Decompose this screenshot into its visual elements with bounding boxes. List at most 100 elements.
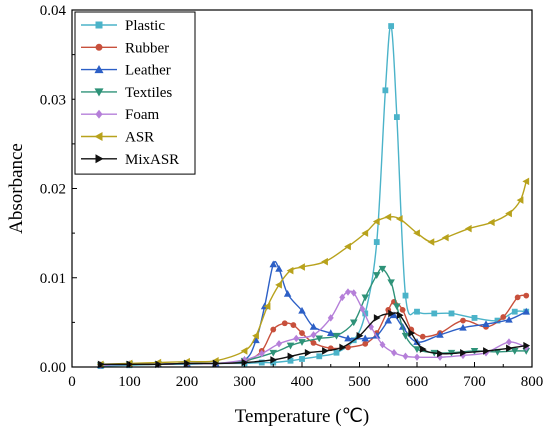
data-point xyxy=(299,356,305,362)
legend-item-asr: ASR xyxy=(81,130,154,146)
data-point xyxy=(373,314,381,322)
data-point xyxy=(399,306,406,313)
x-tick-label: 400 xyxy=(291,374,314,390)
legend-label: MixASR xyxy=(125,152,179,168)
data-point xyxy=(258,349,265,358)
data-point xyxy=(395,215,403,223)
data-point xyxy=(293,334,300,343)
y-axis-title: Absorbance xyxy=(6,143,27,234)
legend-swatch-marker xyxy=(95,21,103,29)
data-point xyxy=(332,332,341,340)
legend-label: Leather xyxy=(125,63,171,79)
data-point xyxy=(514,294,521,301)
data-point xyxy=(286,342,295,350)
data-point xyxy=(506,338,512,346)
data-point xyxy=(286,266,294,275)
data-point xyxy=(382,87,389,94)
data-point xyxy=(361,294,370,302)
data-point xyxy=(378,265,387,273)
data-point xyxy=(344,334,352,342)
x-tick-label: 800 xyxy=(521,374,544,390)
data-point xyxy=(361,229,369,237)
data-point xyxy=(275,264,283,272)
ticks-layer: 0 100 200 300 400 500 600 700 800 0.00 0.01 0.02 0.0… xyxy=(40,3,544,390)
data-point xyxy=(269,260,278,268)
data-point xyxy=(460,348,467,357)
x-tick-label: 500 xyxy=(348,374,371,390)
data-point xyxy=(321,257,328,266)
data-point xyxy=(448,310,455,317)
y-tick-label: 0.03 xyxy=(40,92,66,108)
data-point xyxy=(379,340,386,349)
y-tick-label: 0.02 xyxy=(40,182,66,198)
data-point xyxy=(310,340,317,346)
data-point xyxy=(387,279,395,287)
data-point xyxy=(362,340,369,347)
data-point xyxy=(327,314,334,322)
data-point xyxy=(316,353,323,360)
y-tick-label: 0.01 xyxy=(40,271,66,287)
legend-label: Foam xyxy=(125,107,160,123)
data-point xyxy=(393,114,400,120)
data-point xyxy=(276,340,282,348)
data-point xyxy=(401,332,410,340)
data-point xyxy=(240,347,248,355)
data-point xyxy=(506,344,513,353)
data-point xyxy=(361,334,370,342)
data-point xyxy=(270,356,278,364)
data-point xyxy=(263,302,271,311)
data-point xyxy=(388,309,395,318)
data-point xyxy=(290,322,297,328)
x-tick-label: 600 xyxy=(406,374,429,390)
data-point xyxy=(523,341,531,350)
legend-box xyxy=(74,11,196,175)
data-point xyxy=(522,307,531,315)
series-mixasr xyxy=(97,309,531,369)
series-asr xyxy=(96,177,530,369)
data-point xyxy=(372,217,380,226)
legend-label: Plastic xyxy=(125,18,165,34)
data-point xyxy=(511,308,518,315)
data-point xyxy=(500,314,507,320)
legend-item-mixasr: MixASR xyxy=(81,152,179,168)
data-point xyxy=(408,329,416,337)
data-point xyxy=(413,346,421,354)
data-point xyxy=(522,177,530,186)
data-point xyxy=(419,333,426,340)
data-point xyxy=(505,315,513,323)
data-point xyxy=(298,306,306,314)
x-tick-label: 0 xyxy=(68,374,76,390)
data-point xyxy=(413,229,420,237)
legend-item-plastic: Plastic xyxy=(81,18,165,34)
data-point xyxy=(339,293,346,302)
data-point xyxy=(339,343,347,352)
data-point xyxy=(487,218,495,227)
data-point xyxy=(269,349,278,357)
data-point xyxy=(402,352,409,361)
data-point xyxy=(345,288,351,296)
y-tick-label: 0.00 xyxy=(40,360,66,376)
data-point xyxy=(483,347,490,355)
legend-item-foam: Foam xyxy=(81,107,160,123)
x-tick-label: 200 xyxy=(176,374,199,390)
data-point xyxy=(372,272,381,279)
data-point xyxy=(315,335,324,343)
x-tick-label: 100 xyxy=(118,374,141,390)
legend-label: ASR xyxy=(125,130,154,146)
data-point xyxy=(283,289,292,297)
legend-swatch-marker xyxy=(95,154,104,164)
data-point xyxy=(431,310,438,317)
data-point xyxy=(258,359,265,366)
data-point xyxy=(275,281,282,289)
data-point xyxy=(464,224,472,233)
data-point xyxy=(427,238,435,246)
x-tick-label: 700 xyxy=(463,374,486,390)
legend-item-leather: Leather xyxy=(81,63,171,79)
data-point xyxy=(516,196,524,204)
data-point xyxy=(333,349,340,356)
data-point xyxy=(388,23,395,29)
data-point xyxy=(326,329,335,336)
data-point xyxy=(344,242,351,251)
data-point xyxy=(505,209,512,218)
